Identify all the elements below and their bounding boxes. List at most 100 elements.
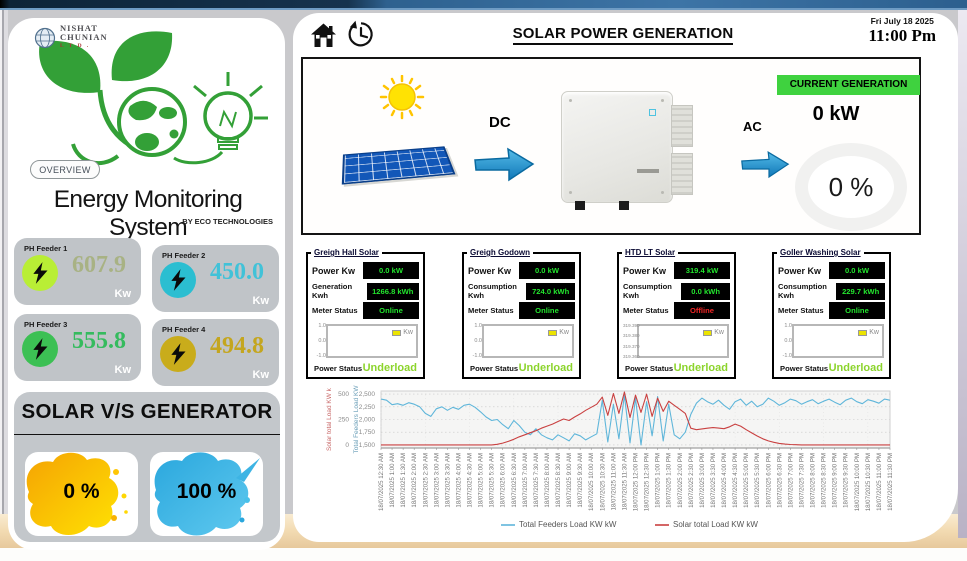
feeder-value: 450.0 [210, 259, 264, 285]
date-label: Fri July 18 2025 [870, 16, 934, 26]
overview-button[interactable]: OVERVIEW [30, 160, 100, 179]
inverter-image [561, 91, 693, 213]
feeder-card-1: PH Feeder 1 607.9 Kw [14, 238, 141, 305]
row-value: Online [363, 302, 419, 319]
row-value: 0.0 kWh [681, 282, 730, 300]
screen-title: SOLAR POWER GENERATION [443, 25, 803, 45]
lightning-icon [22, 255, 58, 291]
left-panel: NISHAT CHUNIAN L T D . OVERVIE [8, 18, 285, 550]
gauge-legend: Kw [548, 329, 569, 336]
generation-percent-gauge: 0 % [795, 143, 907, 231]
svg-text:18/07/2025 8:30 AM: 18/07/2025 8:30 AM [555, 453, 562, 508]
svg-text:18/07/2025 11:00 PM: 18/07/2025 11:00 PM [876, 453, 883, 511]
feeder-card-2: PH Feeder 2 450.0 Kw [152, 245, 279, 312]
svg-text:18/07/2025 9:30 AM: 18/07/2025 9:30 AM [577, 453, 584, 508]
brand-line1: NISHAT [60, 23, 98, 33]
current-generation-banner: CURRENT GENERATION [777, 75, 920, 95]
row-label: Power Kw [312, 265, 356, 276]
power-status-value: Underload [362, 362, 417, 374]
svg-text:18/07/2025 2:00 PM: 18/07/2025 2:00 PM [677, 453, 684, 508]
datetime: Fri July 18 2025 11:00 Pm [868, 16, 936, 46]
row-label: Meter Status [312, 306, 358, 315]
row-label: Consumption Kwh [778, 282, 827, 300]
site-panel-htd-lt-solar: HTD LT Solar Power Kw 319.4 kW Consumptio… [617, 248, 736, 379]
top-navy-bar [0, 0, 967, 10]
row-value: 229.7 kWh [836, 282, 885, 300]
svg-text:18/07/2025 1:30 PM: 18/07/2025 1:30 PM [666, 453, 673, 508]
svg-text:18/07/2025 3:00 AM: 18/07/2025 3:00 AM [433, 453, 440, 508]
lightning-icon [160, 262, 196, 298]
row-value: Online [829, 302, 885, 319]
main-panel: SOLAR POWER GENERATION Fri July 18 2025 … [293, 13, 958, 542]
row-label: Consumption Kwh [623, 282, 672, 300]
feeder-name: PH Feeder 1 [24, 244, 68, 253]
power-status-value: Underload [828, 362, 883, 374]
dc-label: DC [489, 114, 511, 131]
svg-text:2,000: 2,000 [359, 417, 376, 424]
power-status-label: Power Status [625, 363, 674, 373]
svg-text:18/07/2025 1:00 AM: 18/07/2025 1:00 AM [389, 453, 396, 508]
svg-text:18/07/2025 3:00 PM: 18/07/2025 3:00 PM [699, 453, 706, 508]
svg-text:18/07/2025 11:30 AM: 18/07/2025 11:30 AM [621, 453, 628, 511]
svg-text:18/07/2025 4:30 AM: 18/07/2025 4:30 AM [467, 453, 474, 508]
right-edge [958, 10, 967, 538]
svg-text:18/07/2025 5:00 AM: 18/07/2025 5:00 AM [478, 453, 485, 508]
svg-text:18/07/2025 6:30 AM: 18/07/2025 6:30 AM [511, 453, 518, 508]
svg-text:18/07/2025 10:00 AM: 18/07/2025 10:00 AM [588, 453, 595, 511]
generator-percent-value: 100 % [176, 480, 237, 503]
svg-text:18/07/2025 4:30 PM: 18/07/2025 4:30 PM [732, 453, 739, 508]
generation-flow-panel: DC AC CURRENT GENERATION 0 kW [301, 57, 921, 235]
power-status-value: Underload [673, 362, 728, 374]
row-value: 0.0 kW [829, 262, 885, 279]
home-button[interactable] [309, 22, 337, 48]
svg-text:18/07/2025 6:00 PM: 18/07/2025 6:00 PM [765, 453, 772, 508]
feeder-card-3: PH Feeder 3 555.8 Kw [14, 314, 141, 381]
svg-text:18/07/2025 5:00 PM: 18/07/2025 5:00 PM [743, 453, 750, 508]
svg-text:18/07/2025 8:00 AM: 18/07/2025 8:00 AM [544, 453, 551, 508]
feeder-unit: Kw [252, 369, 270, 381]
history-clock-icon [348, 20, 373, 47]
solar-percent-tile: 0 % [25, 452, 138, 536]
row-value: Offline [674, 302, 730, 319]
solar-panel-image [341, 146, 456, 185]
gauge-legend: Kw [703, 329, 724, 336]
site-title: Goller Washing Solar [777, 248, 864, 257]
row-value: 0.0 kW [363, 262, 419, 279]
site-title: HTD LT Solar [622, 248, 679, 257]
row-label: Generation Kwh [312, 282, 353, 300]
svg-text:1,500: 1,500 [359, 442, 376, 449]
row-label: Meter Status [623, 306, 669, 315]
feeder-card-4: PH Feeder 4 494.8 Kw [152, 319, 279, 386]
row-value: 1266.8 kWh [366, 282, 419, 300]
svg-text:18/07/2025 8:30 PM: 18/07/2025 8:30 PM [821, 453, 828, 508]
svg-text:18/07/2025 12:30 AM: 18/07/2025 12:30 AM [378, 453, 385, 511]
svg-text:500: 500 [338, 391, 349, 398]
yellow-splash-graphic [26, 452, 128, 535]
row-label: Meter Status [468, 306, 514, 315]
mini-trend-gauge: 1.0 0.0 -1.0 Kw [317, 323, 418, 359]
svg-text:18/07/2025 10:30 AM: 18/07/2025 10:30 AM [599, 453, 606, 511]
time-label: 11:00 Pm [868, 26, 936, 45]
generation-percent-value: 0 % [828, 171, 874, 202]
svg-text:18/07/2025 2:00 AM: 18/07/2025 2:00 AM [411, 453, 418, 508]
svg-text:18/07/2025 3:30 AM: 18/07/2025 3:30 AM [444, 453, 451, 508]
sun-icon [379, 75, 425, 120]
svg-text:Solar total Load KW kW: Solar total Load KW kW [673, 520, 758, 529]
svg-text:18/07/2025 5:30 AM: 18/07/2025 5:30 AM [489, 453, 496, 508]
svg-text:18/07/2025 1:00 PM: 18/07/2025 1:00 PM [655, 453, 662, 508]
feeder-value: 494.8 [210, 333, 264, 359]
gauge-ticks: 1.0 0.0 -1.0 [472, 323, 482, 359]
svg-text:Total Feeders Load KW: Total Feeders Load KW [353, 385, 360, 454]
svg-text:18/07/2025 10:00 PM: 18/07/2025 10:00 PM [854, 453, 861, 511]
left-edge [0, 10, 8, 514]
row-label: Power Kw [778, 265, 822, 276]
svg-text:1,750: 1,750 [359, 429, 376, 436]
svg-text:18/07/2025 6:30 PM: 18/07/2025 6:30 PM [776, 453, 783, 508]
row-label: Power Kw [468, 265, 512, 276]
history-button[interactable] [345, 20, 375, 50]
row-value: Online [519, 302, 575, 319]
svg-text:18/07/2025 1:30 AM: 18/07/2025 1:30 AM [400, 453, 407, 508]
site-panel-goller-washing-solar: Goller Washing Solar Power Kw 0.0 kW Cons… [772, 248, 891, 379]
company-logo: NISHAT CHUNIAN L T D . [34, 24, 108, 51]
legend-swatch [858, 329, 868, 336]
